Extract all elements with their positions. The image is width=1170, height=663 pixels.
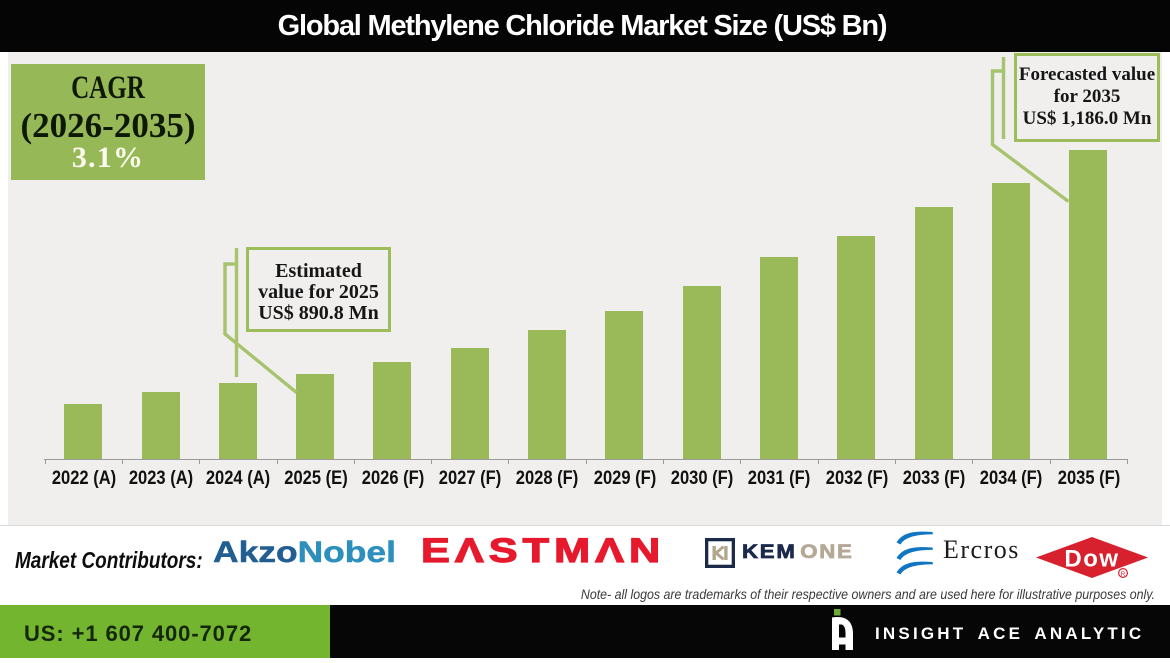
svg-text:Dow: Dow xyxy=(1064,546,1119,573)
svg-text:R: R xyxy=(1121,571,1126,578)
